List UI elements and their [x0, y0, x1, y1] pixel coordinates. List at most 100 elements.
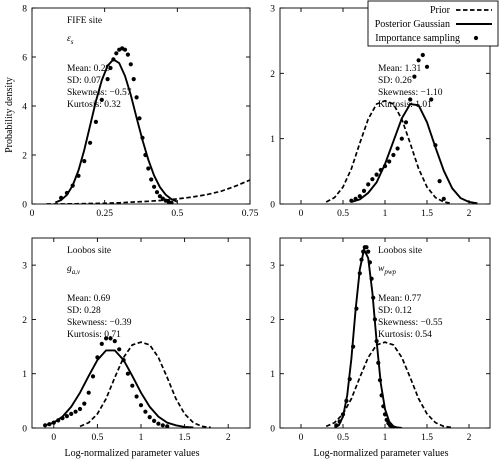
importance-point — [156, 421, 161, 426]
importance-point — [367, 260, 372, 265]
importance-point — [64, 190, 69, 196]
prior-curve — [46, 179, 250, 204]
y-tick-label: 3 — [270, 262, 275, 272]
importance-point — [165, 424, 170, 428]
importance-point — [382, 164, 388, 169]
y-tick-label: 8 — [22, 5, 27, 15]
legend-swatch-importance — [473, 35, 479, 41]
importance-point — [160, 423, 165, 428]
importance-point — [122, 47, 128, 52]
stat-line: Skewness: −0.57 — [67, 88, 132, 98]
importance-point — [143, 409, 148, 414]
importance-point — [143, 152, 148, 158]
x-tick-label: 0 — [299, 209, 304, 219]
x-tick-label: 0.5 — [91, 433, 103, 443]
importance-point — [134, 95, 139, 100]
importance-point — [88, 140, 93, 145]
y-tick-label: 2 — [270, 70, 275, 80]
importance-point — [146, 166, 151, 171]
importance-point — [105, 77, 110, 82]
importance-point — [412, 74, 417, 79]
prior-curve — [79, 341, 211, 428]
y-tick-label: 2 — [270, 316, 275, 326]
posterior-curve — [44, 349, 194, 428]
x-tick-label: 2 — [467, 209, 472, 219]
importance-point — [99, 341, 104, 346]
importance-point — [366, 182, 371, 187]
x-tick-label: 0.25 — [96, 209, 113, 219]
x-tick-label: 0.75 — [242, 209, 259, 219]
importance-point — [337, 419, 342, 424]
x-tick-label: 1 — [383, 433, 388, 443]
importance-point — [125, 52, 130, 57]
y-tick-label: 3 — [270, 5, 275, 15]
importance-point — [429, 97, 434, 102]
importance-point — [82, 159, 87, 164]
x-tick-label: 1.5 — [421, 433, 433, 443]
axes-frame — [31, 237, 251, 429]
x-tick-label: 0.5 — [337, 209, 349, 219]
importance-point — [138, 403, 144, 408]
panel-loobos-wpwp: 0 0.5 1 1.5 2 0 1 2 3 Loobos site wpwp Mean: 0.77 SD… — [270, 237, 491, 443]
stat-line: Skewness: −0.55 — [378, 318, 443, 328]
importance-point — [82, 401, 87, 406]
x-tick-label: 1.5 — [421, 209, 433, 219]
importance-point — [381, 404, 386, 409]
importance-point — [334, 423, 339, 428]
importance-point — [169, 200, 174, 204]
stat-line: Mean: 1.31 — [378, 64, 422, 74]
y-tick-label: 0 — [270, 425, 275, 435]
importance-point — [140, 135, 145, 140]
x-tick-label: 0 — [51, 433, 56, 443]
importance-point — [391, 152, 396, 158]
importance-point — [357, 271, 362, 276]
site-label: Loobos site — [378, 246, 422, 256]
importance-point — [108, 65, 113, 71]
importance-point — [416, 58, 421, 63]
importance-point — [56, 418, 61, 423]
importance-point — [108, 336, 113, 341]
posterior-curve — [351, 102, 478, 204]
importance-point — [433, 143, 438, 148]
importance-point — [437, 179, 442, 184]
importance-point — [157, 194, 162, 199]
y-tick-label: 4 — [22, 103, 27, 113]
importance-point — [391, 425, 396, 428]
importance-point — [125, 371, 130, 376]
importance-point — [147, 415, 152, 420]
importance-point — [90, 374, 96, 379]
x-tick-label: 0 — [30, 209, 35, 219]
importance-point — [374, 172, 379, 177]
importance-point — [359, 257, 364, 262]
importance-point — [403, 120, 409, 125]
importance-point — [134, 394, 139, 399]
importance-point — [95, 355, 100, 360]
importance-point — [361, 249, 366, 254]
importance-point — [354, 306, 359, 311]
importance-point — [86, 390, 91, 395]
importance-point — [43, 423, 48, 428]
importance-point — [64, 414, 69, 419]
posterior-curve — [54, 58, 178, 204]
y-tick-label: 0 — [22, 425, 27, 435]
x-tick-label: 0.5 — [337, 433, 349, 443]
parameter-symbol: wpwp — [378, 264, 397, 276]
y-axis-label: Probability density — [4, 77, 15, 153]
panel-fife-eps: 0 0.25 0.5 0.75 0 2 4 6 8 FIFE site εs Mean: 0.29 SD… — [22, 5, 258, 220]
importance-point — [77, 406, 83, 412]
plot-area — [325, 52, 478, 204]
stat-line: Skewness: −0.39 — [67, 318, 132, 328]
x-tick-label: 0.5 — [171, 209, 183, 219]
stat-line: Mean: 0.69 — [67, 294, 111, 304]
importance-point — [377, 378, 383, 383]
stat-line: Mean: 0.29 — [67, 64, 111, 74]
importance-point — [51, 420, 56, 425]
y-tick-label: 0 — [22, 201, 27, 211]
importance-point — [378, 167, 383, 173]
importance-point — [420, 52, 425, 58]
legend: Prior Posterior Gaussian Importance samp… — [367, 0, 499, 47]
x-tick-label: 0 — [299, 433, 304, 443]
importance-point — [111, 57, 116, 62]
importance-point — [361, 188, 367, 193]
importance-point — [130, 383, 135, 388]
